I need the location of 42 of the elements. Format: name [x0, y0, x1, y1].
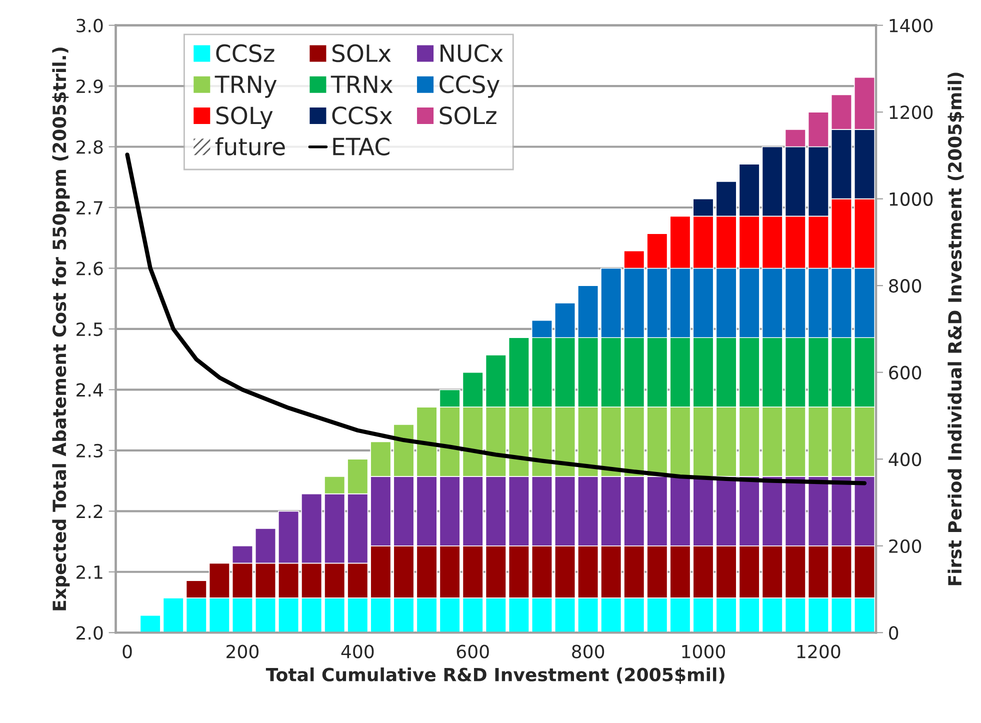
- y-tick-label: 2.4: [76, 383, 103, 397]
- y-tick-label: 2.2: [76, 504, 102, 518]
- x-tick-label: 1000: [682, 644, 726, 658]
- legend-label: CCSx: [332, 106, 392, 124]
- legend-label: NUCx: [440, 44, 503, 62]
- y-axis-title: Expected Total Abatement Cost for 550ppm (2005$tril.): [52, 48, 70, 610]
- x-tick-label: 600: [456, 644, 489, 658]
- y2-tick-label: 1400: [890, 18, 933, 32]
- legend-label: future: [215, 137, 285, 156]
- y-tick-label: 2.6: [76, 262, 103, 276]
- y-tick-label: 2.0: [76, 626, 103, 640]
- x-tick-label: 0: [122, 644, 132, 658]
- legend-label: CCSy: [440, 75, 500, 98]
- legend-label: TRNx: [330, 76, 393, 93]
- y-tick-label: 2.5: [76, 322, 102, 336]
- y2-tick-label: 1000: [890, 192, 933, 206]
- y-tick-label: 3.0: [76, 18, 103, 32]
- legend-label: SOLz: [440, 106, 496, 124]
- y2-tick-label: 600: [889, 366, 922, 380]
- bar: [162, 598, 184, 633]
- y2-tick-label: 400: [888, 452, 922, 466]
- legend-label: SOLy: [216, 106, 273, 129]
- y-tick-label: 2.3: [76, 444, 103, 458]
- x-tick-label: 400: [341, 644, 374, 658]
- y2-tick-label: 1200: [890, 106, 933, 120]
- y-tick-label: 2.1: [76, 565, 102, 579]
- legend-label: SOLx: [332, 44, 391, 62]
- x-tick-label: 800: [572, 644, 604, 658]
- y2-tick-label: 0: [889, 626, 898, 640]
- legend-label: ETAC: [333, 138, 390, 156]
- y2-tick-label: 200: [889, 539, 922, 553]
- y-tick-label: 2.8: [76, 140, 103, 154]
- legend-label: TRNy: [214, 76, 277, 98]
- x-tick-label: 1200: [797, 644, 840, 658]
- x-axis-title: Total Cumulative R&D Investment (2005$mil): [266, 667, 724, 684]
- y-tick-label: 2.9: [76, 79, 103, 94]
- bar: [140, 614, 161, 633]
- y2-axis-title: First Period Individual R&D Investment (2005$mil): [948, 72, 964, 586]
- x-tick-label: 200: [226, 644, 259, 658]
- y-tick-label: 2.7: [76, 200, 102, 214]
- y2-tick-label: 800: [889, 279, 922, 293]
- legend-label: CCSz: [216, 44, 274, 62]
